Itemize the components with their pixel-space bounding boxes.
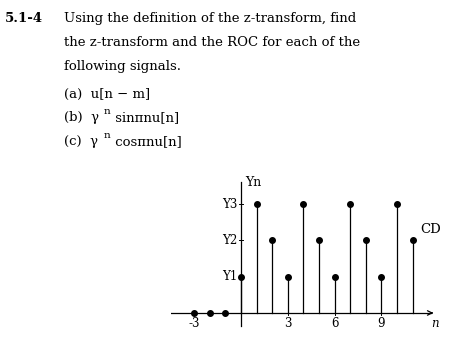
Text: (a)  u[n − m]: (a) u[n − m] [64, 87, 150, 100]
Text: (c)  γ: (c) γ [64, 135, 98, 149]
Text: Using the definition of the z-transform, find: Using the definition of the z-transform,… [64, 12, 356, 25]
Text: n: n [103, 131, 110, 140]
Text: Y2: Y2 [222, 234, 237, 247]
Text: 6: 6 [331, 317, 338, 330]
Text: Yn: Yn [246, 176, 262, 189]
Text: 9: 9 [378, 317, 385, 330]
Text: 3: 3 [284, 317, 292, 330]
Text: cosπnu[n]: cosπnu[n] [111, 135, 182, 149]
Text: Y3: Y3 [222, 198, 237, 211]
Text: n: n [103, 107, 110, 116]
Text: the z-transform and the ROC for each of the: the z-transform and the ROC for each of … [64, 36, 360, 49]
Text: CD: CD [420, 223, 441, 236]
Text: following signals.: following signals. [64, 60, 181, 73]
Text: Y1: Y1 [222, 270, 237, 283]
Text: 5.1-4: 5.1-4 [5, 12, 43, 25]
Text: sinπnu[n]: sinπnu[n] [111, 111, 180, 125]
Text: -3: -3 [188, 317, 200, 330]
Text: n: n [431, 317, 438, 330]
Text: (b)  γ: (b) γ [64, 111, 99, 125]
